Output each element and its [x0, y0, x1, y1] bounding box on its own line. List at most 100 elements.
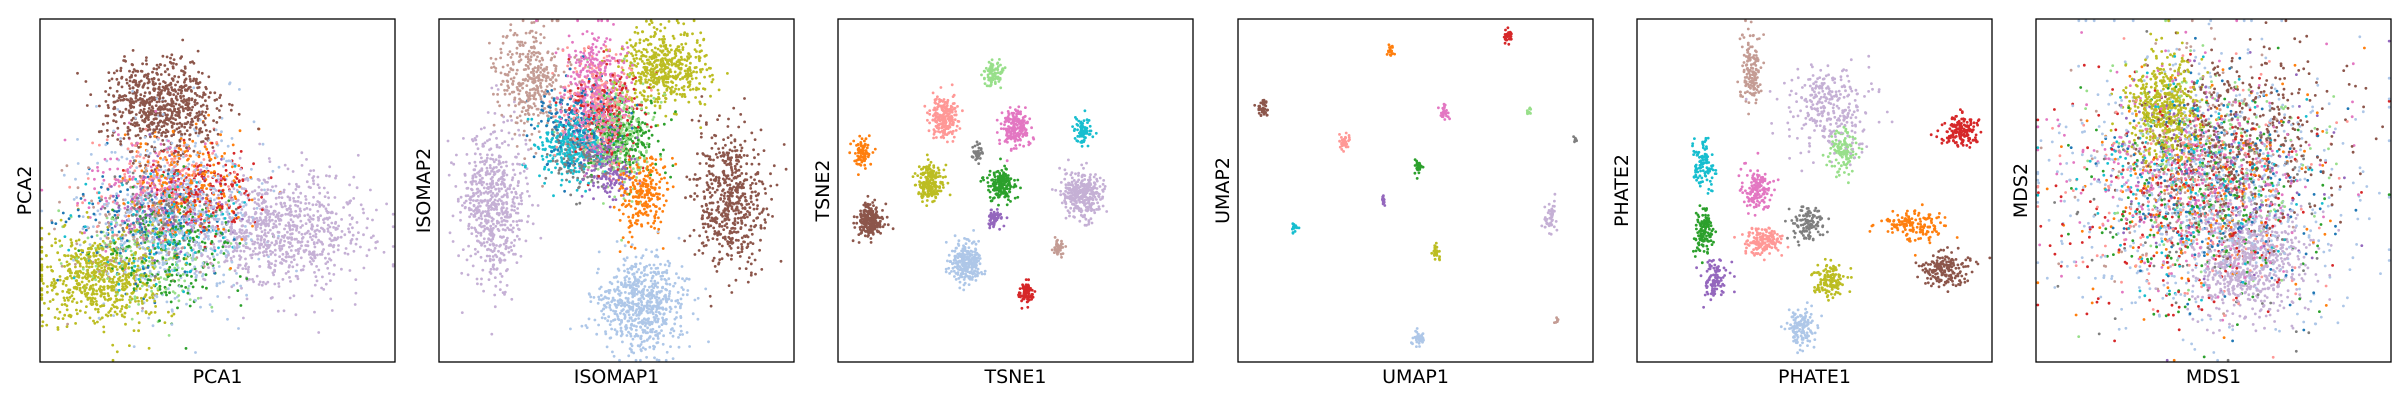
scatter-point-cluster-0-471: [219, 93, 222, 97]
scatter-point-cluster-1-825: [264, 224, 268, 228]
scatter-point-cluster-6-209: [179, 274, 182, 278]
scatter-point-cluster-9-82: [158, 188, 162, 192]
scatter-point-cluster-1-318: [280, 213, 284, 217]
scatter-point-cluster-3-363: [217, 217, 221, 221]
scatter-point-cluster-1-829: [300, 164, 304, 167]
scatter-point-cluster-0-687: [172, 93, 176, 96]
scatter-point-cluster-1-291: [228, 215, 232, 219]
scatter-point-cluster-0-226: [163, 107, 167, 111]
scatter-point-cluster-1-395: [306, 240, 310, 244]
scatter-point-cluster-4-216: [161, 181, 165, 185]
scatter-point-cluster-2-212: [151, 262, 155, 265]
scatter-point-cluster-3-175: [81, 215, 85, 219]
scatter-point-cluster-5-299: [586, 60, 589, 64]
scatter-point-cluster-0-109: [119, 69, 123, 73]
scatter-point-cluster-5-113: [233, 220, 237, 224]
scatter-point-cluster-3-531: [147, 316, 151, 320]
scatter-point-cluster-6-172: [188, 304, 192, 308]
scatter-point-cluster-4-61: [222, 175, 226, 179]
scatter-point-cluster-1-579: [307, 218, 311, 222]
scatter-point-cluster-0-211: [170, 61, 173, 65]
scatter-point-cluster-0-407: [148, 112, 151, 116]
scatter-point-cluster-3-503: [165, 192, 169, 196]
scatter-point-cluster-9-78: [120, 219, 124, 223]
scatter-point-cluster-1-634: [311, 225, 315, 228]
scatter-point-cluster-3-242: [663, 100, 667, 104]
scatter-point-cluster-6-187: [182, 224, 185, 228]
scatter-point-cluster-10-110: [173, 157, 177, 160]
scatter-point-cluster-9-79: [91, 169, 94, 173]
scatter-point-cluster-3-179: [235, 272, 238, 275]
scatter-point-cluster-2-54: [753, 156, 756, 160]
scatter-point-cluster-1-575: [290, 238, 294, 241]
scatter-point-cluster-8-84: [149, 220, 152, 224]
scatter-point-cluster-2-531: [56, 251, 60, 255]
scatter-point-cluster-7-58: [76, 208, 80, 212]
scatter-point-cluster-4-224: [194, 122, 198, 126]
scatter-point-cluster-12-18: [182, 214, 185, 218]
scatter-point-cluster-0-360: [127, 84, 131, 87]
scatter-point-cluster-1-27: [382, 250, 386, 254]
scatter-point-cluster-10-33: [144, 127, 148, 131]
scatter-point-cluster-0-190: [183, 125, 187, 129]
scatter-point-cluster-12-60: [143, 210, 147, 213]
scatter-point-cluster-5-38: [630, 81, 634, 84]
scatter-point-cluster-1-99: [236, 211, 240, 215]
scatter-point-cluster-1-659: [225, 259, 229, 263]
scatter-point-cluster-1-48: [332, 226, 335, 229]
scatter-point-cluster-0-204: [174, 169, 178, 172]
scatter-point-cluster-0-258: [198, 128, 202, 131]
scatter-point-cluster-1-251: [359, 245, 362, 249]
scatter-point-cluster-1-690: [269, 249, 272, 253]
scatter-point-cluster-5-91: [215, 179, 218, 182]
scatter-point-cluster-6-13: [189, 246, 193, 250]
scatter-point-cluster-0-333: [120, 75, 124, 79]
scatter-point-cluster-9-1: [153, 185, 157, 189]
scatter-point-cluster-4-38: [172, 161, 176, 164]
scatter-point-cluster-5-121: [194, 191, 198, 194]
scatter-point-cluster-4-242: [175, 206, 179, 209]
scatter-point-cluster-0-644: [139, 79, 143, 83]
scatter-point-cluster-4-120: [177, 157, 181, 160]
scatter-point-cluster-0-340: [124, 107, 128, 111]
scatter-point-cluster-2-277: [124, 277, 128, 281]
scatter-point-cluster-1-307: [269, 253, 273, 256]
scatter-point-cluster-0-678: [107, 71, 111, 74]
scatter-point-cluster-10-157: [644, 174, 647, 178]
scatter-point-cluster-0-690: [136, 133, 140, 137]
scatter-point-cluster-3-98: [146, 195, 150, 198]
scatter-point-cluster-1-646: [345, 201, 349, 204]
scatter-point-cluster-2-4: [711, 187, 715, 190]
scatter-point-cluster-4-193: [185, 231, 188, 234]
scatter-point-cluster-1-115: [258, 280, 262, 284]
scatter-point-cluster-1-89: [245, 176, 249, 180]
scatter-point-cluster-9-115: [83, 231, 86, 235]
scatter-point-cluster-1-359: [255, 220, 259, 224]
scatter-point-cluster-3-549: [216, 174, 220, 178]
scatter-point-cluster-5-123: [189, 210, 192, 213]
scatter-point-cluster-6-9: [188, 262, 192, 266]
scatter-point-cluster-1-562: [321, 242, 324, 246]
scatter-point-cluster-12-46: [165, 220, 169, 223]
scatter-point-cluster-0-652: [174, 102, 178, 106]
scatter-point-cluster-3-595: [186, 289, 190, 292]
scatter-point-cluster-2-176: [58, 258, 61, 262]
scatter-point-cluster-0-670: [205, 104, 209, 108]
scatter-point-cluster-0-457: [197, 110, 201, 114]
scatter-point-cluster-1-488: [314, 232, 318, 236]
scatter-point-cluster-6-55: [222, 252, 226, 255]
scatter-point-cluster-8-61: [223, 217, 227, 220]
scatter-point-cluster-7-65: [142, 267, 145, 271]
scatter-point-cluster-1-138: [333, 196, 337, 199]
scatter-point-cluster-1-104: [321, 227, 325, 231]
scatter-point-cluster-6-71: [651, 118, 655, 121]
scatter-point-cluster-1-220: [255, 274, 259, 278]
scatter-point-cluster-2-464: [75, 287, 79, 291]
scatter-point-cluster-1-595: [288, 245, 291, 249]
scatter-point-cluster-0-356: [194, 81, 198, 85]
scatter-point-cluster-13-182: [649, 125, 653, 129]
scatter-point-cluster-0-624: [115, 77, 119, 81]
scatter-point-cluster-1-720: [289, 280, 292, 283]
scatter-point-cluster-2-598: [87, 279, 91, 283]
scatter-point-cluster-1-568: [307, 253, 311, 256]
